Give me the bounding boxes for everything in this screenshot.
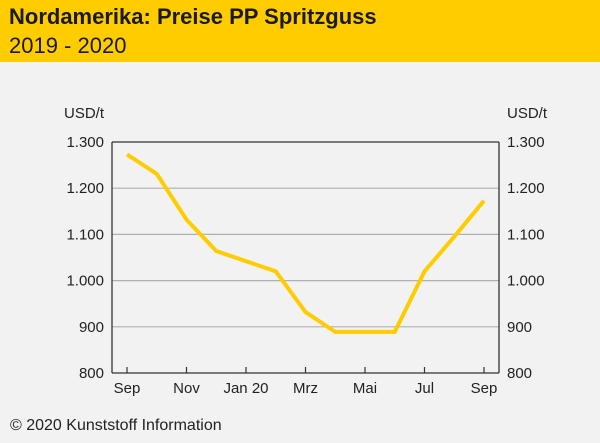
y-tick-label-left: 1.000	[66, 273, 104, 290]
x-tick-label: Jan 20	[223, 380, 268, 397]
y-tick-label-left: 900	[79, 319, 104, 336]
x-tick-label: Sep	[471, 380, 498, 397]
x-tick-label: Mai	[353, 380, 377, 397]
x-tick-label: Nov	[173, 380, 200, 397]
y-tick-label-right: 1.000	[507, 273, 545, 290]
chart-title: Nordamerika: Preise PP Spritzguss	[9, 4, 377, 29]
x-tick-label: Sep	[114, 380, 141, 397]
y-tick-label-left: 1.200	[66, 180, 104, 197]
copyright-footer: © 2020 Kunststoff Information	[10, 417, 222, 434]
chart-header: Nordamerika: Preise PP Spritzguss 2019 -…	[0, 0, 600, 62]
y-tick-label-left: 1.100	[66, 226, 104, 243]
chart-subtitle: 2019 - 2020	[9, 33, 127, 58]
y-tick-label-right: 900	[507, 319, 532, 336]
y-axis-label-right: USD/t	[507, 105, 548, 122]
y-tick-label-right: 1.300	[507, 134, 545, 151]
y-tick-label-right: 1.200	[507, 180, 545, 197]
y-axis-label-left: USD/t	[64, 105, 105, 122]
x-tick-label: Jul	[415, 380, 434, 397]
price-line	[125, 152, 486, 334]
y-tick-label-left: 800	[79, 365, 104, 382]
y-tick-label-right: 1.100	[507, 226, 545, 243]
y-tick-label-left: 1.300	[66, 134, 104, 151]
x-tick-label: Mrz	[293, 380, 318, 397]
y-tick-label-right: 800	[507, 365, 532, 382]
